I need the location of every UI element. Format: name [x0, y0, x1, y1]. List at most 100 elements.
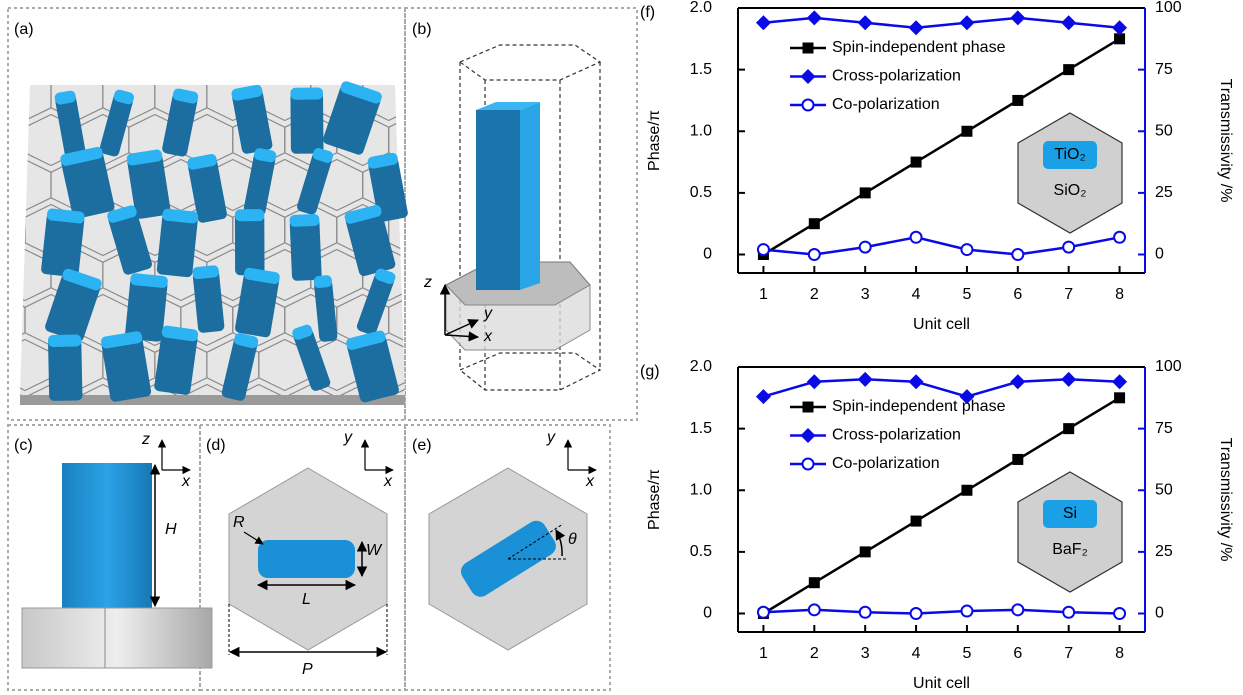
marker [911, 608, 922, 619]
cell-outline [460, 353, 600, 390]
y2-tick-label: 0 [1155, 605, 1164, 622]
marker [1114, 392, 1125, 403]
pillar-body [235, 213, 265, 275]
y2-axis-title: Transmissivity /% [1217, 438, 1234, 562]
hex-cell-outline [441, 385, 493, 436]
inset-label: SiO₂ [1054, 182, 1087, 199]
marker [1061, 372, 1076, 387]
marker [961, 126, 972, 137]
marker [911, 157, 922, 168]
marker [1010, 10, 1025, 25]
hex-cell-outline [415, 70, 467, 121]
legend-marker [803, 100, 814, 111]
pillar [289, 214, 321, 281]
dimension-label: P [302, 661, 313, 678]
marker [1061, 15, 1076, 30]
axis-label: x [585, 473, 595, 490]
axis-label: x [483, 328, 493, 345]
y-tick-label: 2.0 [690, 358, 712, 375]
legend-label: Co-polarization [832, 96, 940, 113]
y-axis-title: Phase/π [646, 110, 663, 171]
y2-tick-label: 25 [1155, 543, 1173, 560]
axis-label: y [483, 305, 493, 322]
y-tick-label: 1.5 [690, 420, 712, 437]
legend-marker [803, 459, 814, 470]
x-tick-label: 3 [861, 286, 870, 303]
x-tick-label: 7 [1064, 645, 1073, 662]
axis-label: z [423, 274, 432, 291]
x-tick-label: 1 [759, 286, 768, 303]
pillar-top-view [258, 540, 355, 578]
axis-label: x [383, 473, 393, 490]
marker [1112, 20, 1127, 35]
y-axis-title: Phase/π [646, 469, 663, 530]
pillar-top [313, 275, 332, 289]
y2-tick-label: 0 [1155, 246, 1164, 263]
y-tick-label: 2.0 [690, 0, 712, 16]
x-tick-label: 8 [1115, 286, 1124, 303]
hex-cell-outline [0, 295, 25, 346]
inset-label: BaF₂ [1052, 541, 1088, 558]
x-tick-label: 1 [759, 645, 768, 662]
legend-marker [801, 69, 816, 84]
marker [909, 20, 924, 35]
axis-label: y [546, 429, 556, 446]
dimension-label: W [366, 542, 383, 559]
pillar [290, 87, 323, 153]
x-tick-label: 5 [962, 645, 971, 662]
marker [1112, 374, 1127, 389]
y2-tick-label: 50 [1155, 481, 1173, 498]
y2-tick-label: 75 [1155, 61, 1173, 78]
pillar [41, 208, 86, 278]
pillar-top [235, 209, 264, 221]
pillar [125, 273, 169, 342]
y-tick-label: 1.0 [690, 481, 712, 498]
pillar-side-view [62, 463, 152, 608]
marker [1012, 249, 1023, 260]
marker [809, 218, 820, 229]
panel-label: (b) [412, 21, 432, 38]
y-tick-label: 1.0 [690, 122, 712, 139]
dimension-label: L [302, 591, 311, 608]
marker [756, 15, 771, 30]
marker [1012, 95, 1023, 106]
x-tick-label: 2 [810, 286, 819, 303]
x-tick-label: 4 [912, 645, 921, 662]
pillar-top [48, 334, 82, 347]
marker [961, 244, 972, 255]
marker [911, 516, 922, 527]
page: z y x H z x R W L P y x θ y x (a) (b) (c… [0, 0, 1243, 695]
y2-tick-label: 100 [1155, 358, 1182, 375]
marker [860, 187, 871, 198]
marker [807, 10, 822, 25]
marker [858, 15, 873, 30]
y2-tick-label: 25 [1155, 184, 1173, 201]
marker [756, 389, 771, 404]
marker [1063, 242, 1074, 253]
marker [1114, 608, 1125, 619]
marker [959, 15, 974, 30]
y2-tick-label: 100 [1155, 0, 1182, 16]
panel-label: (g) [640, 363, 660, 380]
pillar-body [48, 338, 83, 401]
cell-outline [460, 45, 600, 80]
marker [1063, 64, 1074, 75]
y2-tick-label: 50 [1155, 122, 1173, 139]
panel-label: (f) [640, 4, 655, 21]
panel-label: (a) [14, 21, 34, 38]
hex-cell-outline [0, 115, 25, 166]
inset-hexagon [1018, 113, 1122, 233]
x-tick-label: 8 [1115, 645, 1124, 662]
marker [860, 546, 871, 557]
x-tick-label: 6 [1013, 286, 1022, 303]
substrate-side-view [22, 608, 212, 668]
marker [961, 606, 972, 617]
x-axis-title: Unit cell [913, 675, 970, 692]
marker [1114, 232, 1125, 243]
marker [1012, 604, 1023, 615]
inset-hexagon [1018, 472, 1122, 592]
marker [858, 372, 873, 387]
pillar [48, 334, 83, 401]
hex-cell-outline [415, 160, 467, 211]
marker [860, 607, 871, 618]
